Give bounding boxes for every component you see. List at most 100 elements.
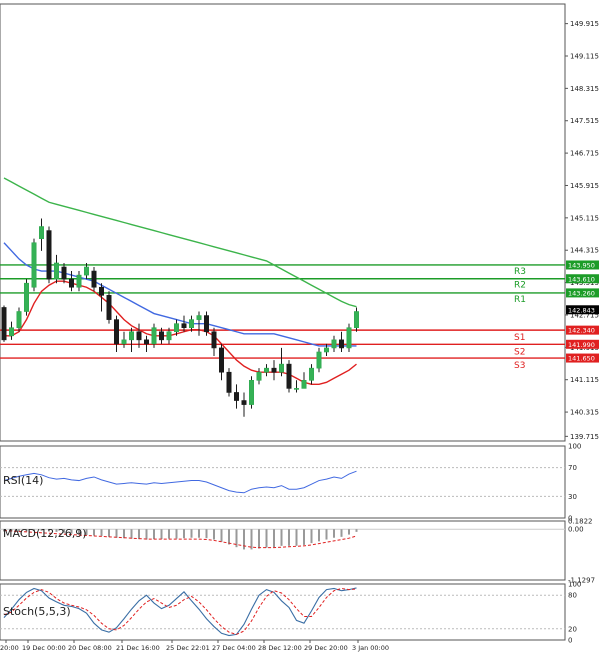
stoch-d-line	[3, 587, 357, 635]
candle-body	[151, 327, 157, 345]
price-tick-label: 145.915	[570, 182, 599, 190]
price-tick-label: 142.715	[570, 311, 599, 319]
candle-body	[226, 371, 232, 393]
level-name-label: R2	[514, 281, 526, 291]
level-price-label: 143.610	[568, 275, 595, 283]
price-tick-label: 148.315	[570, 85, 599, 93]
candle-body	[331, 339, 337, 349]
panel-frame-rsi	[0, 445, 566, 519]
candle-body	[204, 315, 210, 333]
candle-body	[9, 327, 15, 337]
price-tick-label: 145.115	[570, 214, 599, 222]
current-price-label: 142.843	[568, 306, 595, 314]
candle-body	[181, 323, 187, 329]
macd-signal-line	[3, 530, 357, 549]
price-tick-label: 139.715	[570, 433, 599, 441]
price-tick-label: 141.115	[570, 376, 599, 384]
stoch-tick-label: 100	[568, 581, 581, 589]
candle-body	[196, 315, 202, 320]
panel-frame-price	[0, 3, 566, 442]
panel-frame-macd	[0, 520, 566, 581]
candle-body	[263, 367, 269, 373]
candle-body	[31, 242, 37, 288]
candle-body	[121, 339, 127, 345]
time-tick-label: 29 Dec 20:00	[304, 644, 348, 652]
price-tick-label: 147.515	[570, 117, 599, 125]
candle-body	[166, 331, 172, 341]
candle-body	[106, 295, 112, 320]
candle-body	[46, 230, 52, 280]
rsi-tick-label: 0	[568, 515, 572, 523]
candle-body	[278, 363, 284, 373]
level-price-label: 141.990	[568, 341, 595, 349]
candle-body	[189, 319, 195, 329]
level-price-tag-r3	[566, 260, 599, 270]
candle-body	[129, 331, 135, 341]
candle-body	[346, 327, 352, 349]
candle-body	[136, 331, 142, 341]
rsi-tick-label: 30	[568, 493, 577, 501]
level-price-tag-r1	[566, 288, 599, 298]
candle-body	[316, 351, 322, 369]
candle-body	[38, 226, 44, 239]
rsi-title: RSI(14)	[3, 474, 43, 487]
candle-body	[338, 339, 344, 349]
level-name-label: R1	[514, 295, 526, 305]
candle-body	[301, 380, 307, 389]
price-tick-label: 149.115	[570, 52, 599, 60]
time-tick-label: 25 Dec 22:01	[166, 644, 210, 652]
level-price-label: 142.340	[568, 327, 595, 335]
candle-body	[159, 331, 165, 341]
rsi-tick-label: 70	[568, 464, 577, 472]
candle-body	[211, 331, 217, 349]
moving-average-line-0	[3, 177, 357, 308]
candle-body	[61, 266, 67, 280]
candle-body	[23, 282, 29, 312]
candle-body	[99, 286, 105, 296]
level-price-tag-r2	[566, 274, 599, 284]
candle-body	[249, 380, 255, 405]
level-name-label: R3	[514, 267, 526, 277]
time-tick-label: 19 Dec 00:00	[22, 644, 66, 652]
macd-tick-label: 0.00	[568, 526, 584, 534]
rsi-tick-label: 100	[568, 443, 581, 451]
candle-body	[84, 266, 90, 276]
candle-body	[286, 363, 292, 389]
level-name-label: S1	[514, 333, 525, 343]
candle-body	[256, 371, 262, 381]
level-price-tag-s2	[566, 339, 599, 349]
time-tick-label: 20 Dec 08:00	[68, 644, 112, 652]
time-tick-label: 21 Dec 16:00	[116, 644, 160, 652]
candle-body	[114, 319, 120, 345]
stoch-k-line	[3, 587, 357, 637]
candle-body	[1, 307, 7, 341]
moving-average-line-2	[4, 280, 357, 386]
time-tick-label: 28 Dec 12:00	[258, 644, 302, 652]
level-price-label: 143.260	[568, 290, 595, 298]
price-tick-label: 140.315	[570, 409, 599, 417]
candle-body	[241, 400, 247, 405]
macd-tick-label: 0.1822	[568, 518, 593, 526]
candle-body	[174, 323, 180, 333]
candle-body	[293, 388, 299, 390]
price-tick-label: 146.715	[570, 150, 599, 158]
level-price-label: 141.650	[568, 355, 595, 363]
rsi-line	[3, 470, 357, 494]
level-price-label: 143.950	[568, 262, 595, 270]
candle-body	[234, 392, 240, 401]
candle-body	[76, 274, 82, 288]
level-name-label: S2	[514, 347, 525, 357]
candle-body	[323, 347, 329, 353]
panel-frame-stoch	[0, 583, 566, 641]
price-tick-label: 149.915	[570, 20, 599, 28]
candle-body	[271, 367, 277, 373]
macd-tick-label: -1.1297	[568, 577, 595, 585]
current-price-tag	[566, 305, 599, 315]
price-tick-label: 144.315	[570, 247, 599, 255]
stoch-title: Stoch(5,5,3)	[3, 605, 71, 618]
time-tick-label: 3 Jan 00:00	[352, 644, 389, 652]
candle-body	[353, 311, 359, 329]
candle-body	[144, 339, 150, 345]
